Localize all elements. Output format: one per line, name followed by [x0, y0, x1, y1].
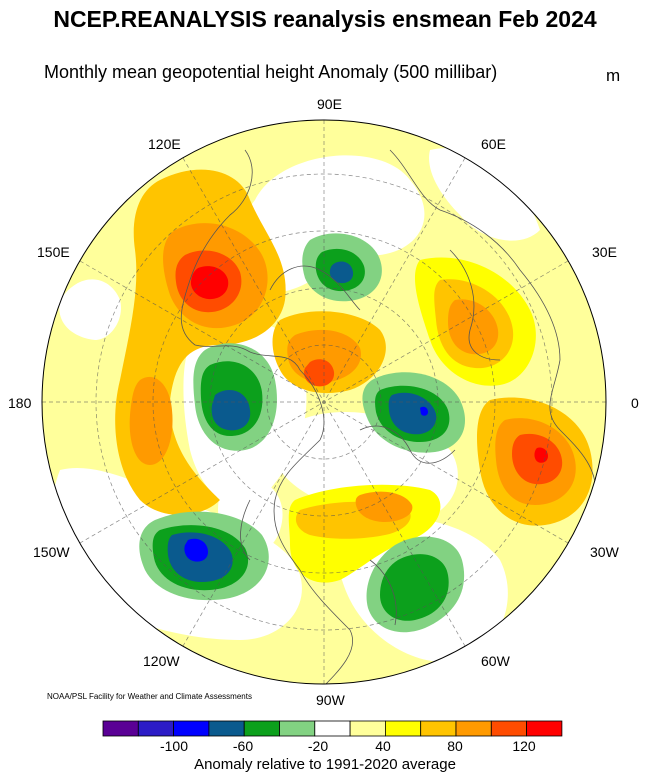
- colorbar-swatch: [314, 720, 351, 737]
- colorbar-tick-label: 120: [512, 738, 536, 754]
- lon-label-150e: 150E: [37, 244, 70, 260]
- colorbar-swatch: [102, 720, 139, 737]
- lon-label-0: 0: [631, 395, 639, 411]
- colorbar-swatch: [279, 720, 316, 737]
- colorbar-swatch: [490, 720, 527, 737]
- colorbar-tick-label: -100: [159, 738, 189, 754]
- lon-label-30e: 30E: [592, 244, 617, 260]
- lon-label-120e: 120E: [148, 136, 181, 152]
- colorbar-tick-label: 40: [375, 738, 391, 754]
- colorbar-swatch: [173, 720, 210, 737]
- colorbar-swatch: [420, 720, 457, 737]
- lon-label-120w: 120W: [143, 653, 180, 669]
- map-subtitle: Monthly mean geopotential height Anomaly…: [44, 62, 498, 82]
- colorbar-swatch: [137, 720, 175, 737]
- lon-label-150w: 150W: [33, 544, 70, 560]
- anomaly-field: [42, 120, 606, 684]
- colorbar-tick-label: 80: [447, 738, 463, 754]
- lon-label-90e: 90E: [317, 96, 342, 112]
- coastlines: [180, 149, 597, 684]
- map-title: NCEP.REANALYSIS reanalysis ensmean Feb 2…: [53, 6, 597, 32]
- lon-label-60w: 60W: [481, 653, 510, 669]
- credit-text: NOAA/PSL Facility for Weather and Climat…: [47, 692, 252, 701]
- colorbar-swatch: [384, 720, 422, 737]
- colorbar-tick-label: -60: [232, 738, 254, 754]
- colorbar-tick-label: -20: [307, 738, 329, 754]
- lon-label-90w: 90W: [316, 692, 345, 708]
- colorbar-label: Anomaly relative to 1991-2020 average: [194, 756, 456, 773]
- colorbar-swatch: [526, 720, 563, 737]
- colorbar: [102, 720, 563, 737]
- lon-label-60e: 60E: [481, 136, 506, 152]
- colorbar-swatch: [455, 720, 492, 737]
- map-boundary: [41, 119, 607, 685]
- lon-label-180: 180: [8, 395, 32, 411]
- colorbar-swatch: [349, 720, 386, 737]
- colorbar-swatch: [208, 720, 245, 737]
- units-label: m: [606, 66, 621, 85]
- lon-label-30w: 30W: [590, 544, 619, 560]
- colorbar-swatch: [243, 720, 280, 737]
